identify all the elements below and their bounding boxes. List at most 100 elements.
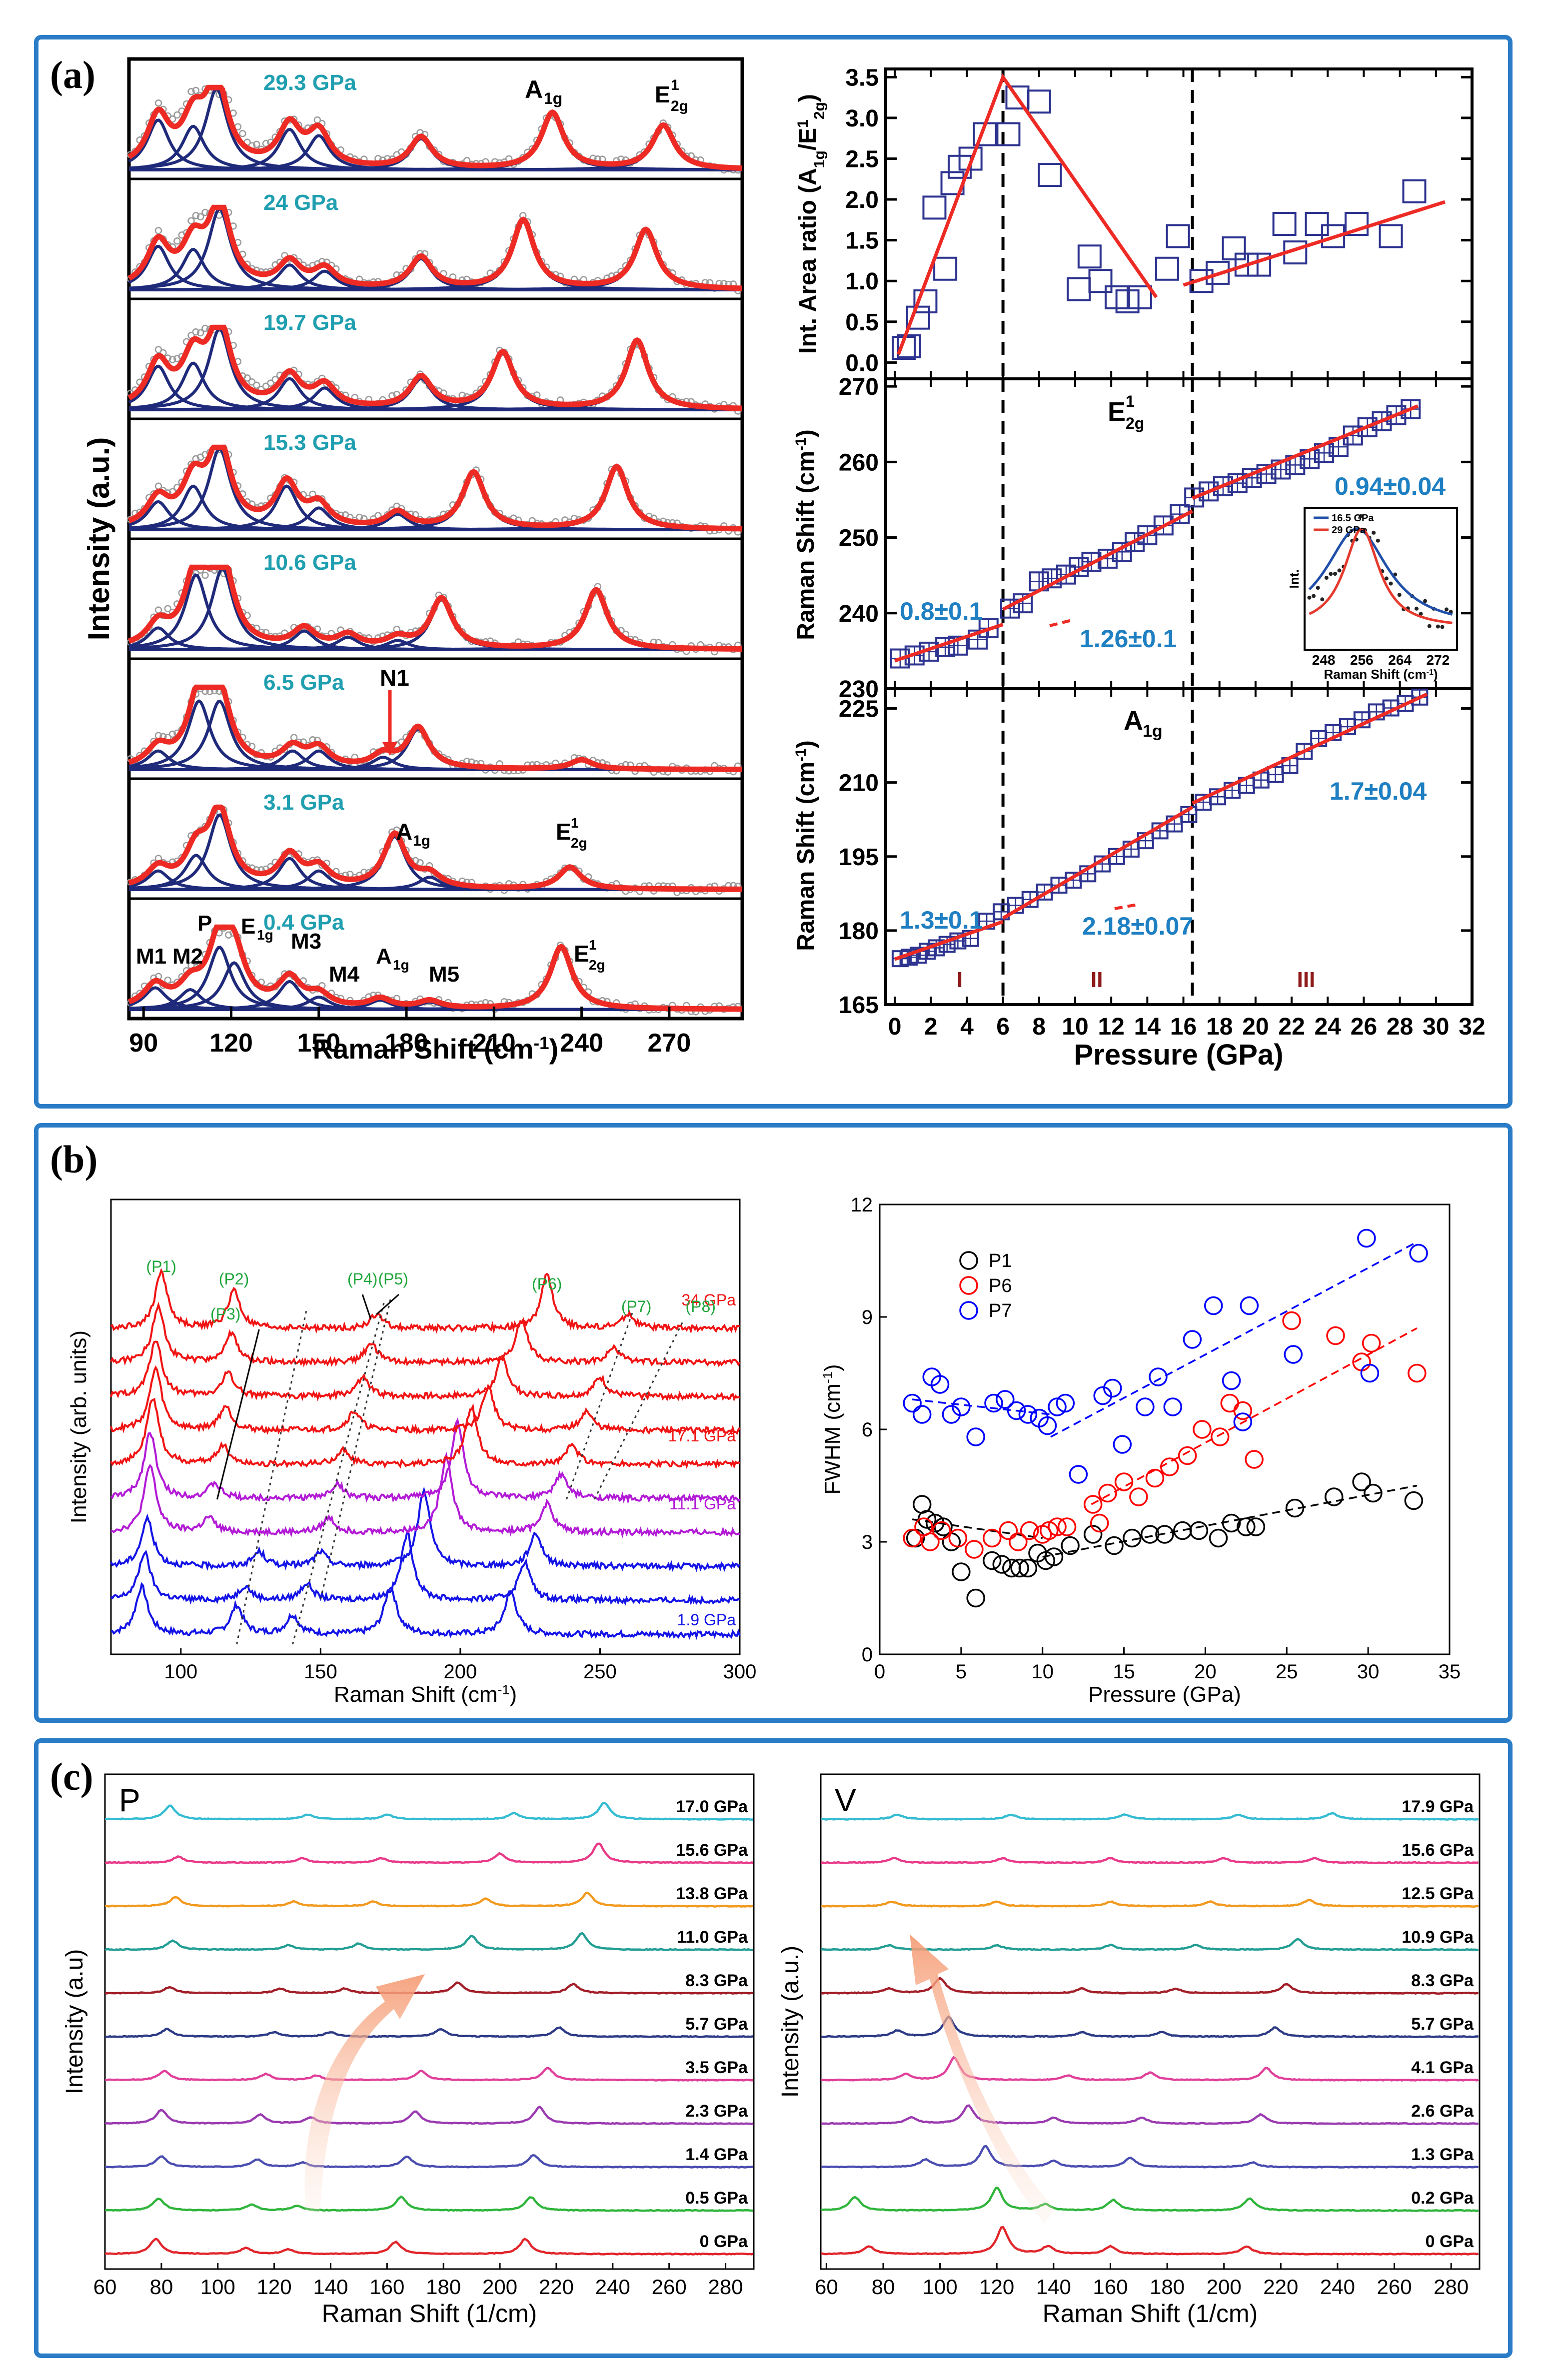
b-spectrum bbox=[110, 1301, 741, 1368]
a-a1g-xtick-label: 8 bbox=[1032, 1014, 1046, 1040]
c-left-pressure-label: 5.7 GPa bbox=[685, 2015, 748, 2034]
a-mode-label: E bbox=[241, 914, 255, 939]
b-guide-line bbox=[319, 1299, 391, 1600]
b-point-p1 bbox=[1155, 1525, 1174, 1544]
b-point-p6 bbox=[982, 1528, 1002, 1548]
c-right-xtick-label: 100 bbox=[923, 2275, 958, 2299]
a-ratio-point bbox=[897, 334, 921, 358]
panel-c bbox=[34, 1738, 1513, 2358]
c-left-spectrum bbox=[104, 2067, 754, 2082]
b-point-p7 bbox=[903, 1393, 922, 1413]
a-peak-component bbox=[128, 699, 742, 771]
a-inset-ylabel: Int. bbox=[1287, 569, 1302, 589]
c-left-pressure-label: 11.0 GPa bbox=[677, 1928, 748, 1947]
a-mode-label: P bbox=[197, 911, 212, 936]
c-right-spectrum bbox=[820, 1977, 1479, 1995]
c-left-pressure-label: 1.4 GPa bbox=[685, 2145, 748, 2164]
b-guide-line bbox=[565, 1309, 634, 1500]
a-mode-label: 1 bbox=[671, 77, 679, 93]
b-trend-line bbox=[1091, 1327, 1418, 1505]
a-ratio-point bbox=[1345, 212, 1369, 236]
a-a1g-point-cross bbox=[1253, 772, 1269, 788]
b-point-p6 bbox=[1129, 1487, 1148, 1506]
a-pressure-label: 15.3 GPa bbox=[263, 430, 356, 455]
b-trend-line bbox=[912, 1398, 1051, 1415]
b-point-p1 bbox=[942, 1532, 961, 1551]
c-right-xtick-label: 60 bbox=[815, 2275, 838, 2299]
b-point-p6 bbox=[1048, 1517, 1067, 1536]
b-peak-label: (P1) bbox=[146, 1257, 176, 1275]
b-point-p6 bbox=[1009, 1532, 1028, 1551]
c-left-spectrum bbox=[104, 2026, 754, 2038]
c-right-pressure-label: 10.9 GPa bbox=[1402, 1928, 1474, 1947]
a-inset-xtick-label: 272 bbox=[1427, 652, 1450, 668]
c-right-xtick-label: 140 bbox=[1036, 2275, 1071, 2299]
b-point-p6 bbox=[1145, 1468, 1165, 1488]
a-ratio-point bbox=[1272, 212, 1297, 236]
a-a1g-xtick-label: 14 bbox=[1134, 1014, 1161, 1040]
b-legend-marker bbox=[959, 1251, 978, 1270]
a-mode-label: A bbox=[525, 75, 543, 103]
c-right-spectrum bbox=[821, 1899, 1479, 1908]
a-e2g-point-cross bbox=[1329, 438, 1348, 456]
a-pressure-label: 29.3 GPa bbox=[263, 70, 356, 95]
a-e2g-label: 1 bbox=[1126, 392, 1135, 410]
c-right-spectrum bbox=[821, 2015, 1479, 2038]
b-point-p1 bbox=[982, 1551, 1002, 1570]
b-point-p7 bbox=[1007, 1401, 1026, 1420]
b-right-xtick-label: 25 bbox=[1276, 1661, 1298, 1683]
b-left-xtick-label: 200 bbox=[444, 1661, 477, 1683]
b-point-p6 bbox=[1210, 1427, 1230, 1446]
a-mode-label: 1g bbox=[257, 927, 273, 943]
b-spectrum bbox=[110, 1451, 741, 1539]
b-spectrum bbox=[110, 1267, 740, 1334]
b-point-p7 bbox=[942, 1405, 961, 1424]
c-left-pressure-label: 13.8 GPa bbox=[676, 1884, 748, 1903]
b-point-p7 bbox=[1357, 1228, 1376, 1248]
c-left-title: P bbox=[119, 1782, 140, 1818]
a-ratio-point bbox=[1321, 224, 1346, 248]
panel-label-a: (a) bbox=[50, 53, 95, 96]
a-ratio-ytick-label: 1.0 bbox=[845, 268, 879, 295]
c-left-xtick-label: 200 bbox=[482, 2275, 517, 2299]
a-ratio-ytick-label: 3.0 bbox=[845, 105, 879, 132]
b-trend-line bbox=[1042, 1484, 1418, 1558]
b-point-p1 bbox=[1246, 1517, 1266, 1536]
a-a1g-ytick-label: 210 bbox=[839, 770, 879, 797]
a-ratio-point bbox=[1027, 89, 1051, 114]
b-right-xtick-label: 0 bbox=[874, 1661, 885, 1683]
c-left-pressure-label: 15.6 GPa bbox=[676, 1841, 748, 1860]
b-peak-label: (P8) bbox=[685, 1297, 715, 1315]
a-mode-label: 1g bbox=[413, 833, 430, 849]
c-left-ylabel: Intensity (a.u) bbox=[61, 1949, 88, 2095]
a-ratio-ytick-label: 2.0 bbox=[845, 187, 879, 213]
b-spectrum bbox=[110, 1340, 740, 1402]
b-right-xtick-label: 5 bbox=[956, 1661, 967, 1683]
b-point-p6 bbox=[1245, 1450, 1264, 1469]
a-fit-curve bbox=[128, 444, 743, 532]
a-ratio-point bbox=[913, 289, 938, 313]
a-a1g-slope: 1.7±0.04 bbox=[1330, 777, 1427, 805]
a-a1g-point-cross bbox=[1268, 767, 1283, 782]
c-left-pressure-label: 3.5 GPa bbox=[685, 2058, 748, 2077]
c-right-spectrum bbox=[820, 1856, 1479, 1865]
c-left-pressure-label: 0.5 GPa bbox=[685, 2189, 748, 2208]
b-point-p1 bbox=[1364, 1483, 1383, 1503]
a-e2g-ytick-label: 230 bbox=[839, 676, 879, 703]
a-left-xtick-label: 120 bbox=[209, 1029, 253, 1058]
b-guide-line bbox=[291, 1299, 386, 1645]
b-point-p7 bbox=[1183, 1330, 1202, 1349]
b-point-p7 bbox=[1038, 1416, 1057, 1435]
c-right-xtick-label: 200 bbox=[1207, 2275, 1242, 2299]
c-right-xtick-label: 160 bbox=[1093, 2275, 1128, 2299]
a-a1g-xtick-label: 6 bbox=[996, 1014, 1010, 1040]
a-ratio-point bbox=[1402, 179, 1427, 203]
a-inset-curve bbox=[1309, 527, 1453, 624]
a-fit-curve bbox=[128, 924, 742, 1012]
a-fit-curve bbox=[128, 684, 742, 772]
c-left-pressure-label: 2.3 GPa bbox=[685, 2102, 748, 2121]
c-left-spectrum bbox=[104, 1891, 754, 1908]
a-a1g-xtick-label: 2 bbox=[924, 1014, 938, 1040]
a-a1g-xtick-label: 12 bbox=[1098, 1014, 1124, 1040]
a-e2g-ytick-label: 270 bbox=[839, 374, 879, 400]
